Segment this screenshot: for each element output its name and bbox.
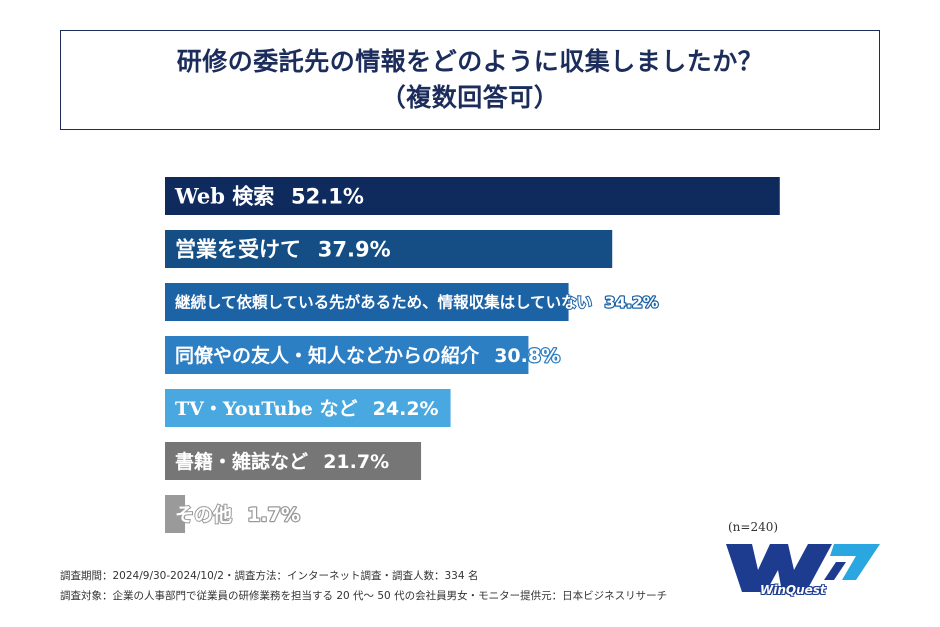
category-label: 同僚やの友人・知人などからの紹介 <box>175 344 480 367</box>
logo-w-shape <box>726 544 832 592</box>
bar-3 <box>165 283 569 321</box>
logo-accent-shape-2 <box>824 562 846 580</box>
value-label: 34.2% <box>605 294 659 312</box>
category-label: Web 検索 <box>174 184 274 209</box>
title-line-1: 研修の委託先の情報をどのように収集しましたか？ <box>176 47 764 76</box>
category-label: 書籍・雑誌など <box>175 450 308 473</box>
value-label: 21.7% <box>323 451 389 473</box>
bar-label-5: TV・YouTube など 24.2% <box>175 398 439 420</box>
bar-label-4: 同僚やの友人・知人などからの紹介 30.8% <box>175 344 560 367</box>
value-label: 52.1% <box>291 185 364 209</box>
bar-label-6: 書籍・雑誌など 21.7% <box>175 450 389 473</box>
bar-label-7: その他 1.7% <box>175 503 300 526</box>
title-box: 研修の委託先の情報をどのように収集しましたか？ （複数回答可） <box>60 30 880 130</box>
logo-text: WinQuest <box>760 583 826 597</box>
bar-label-2: 営業を受けて 37.9% <box>175 237 391 262</box>
bar-label-3: 継続して依頼している先があるため、情報収集はしていない 34.2% <box>175 293 659 312</box>
logo-accent-shape <box>830 544 880 580</box>
bar-label-1: Web 検索 52.1% <box>174 184 364 209</box>
category-label: その他 <box>175 503 232 526</box>
category-label: 継続して依頼している先があるため、情報収集はしていない <box>175 293 592 312</box>
category-label: 営業を受けて <box>175 237 301 262</box>
value-label: 37.9% <box>318 238 391 262</box>
footnote-survey-period: 調査期間：2024/9/30-2024/10/2・調査方法：インターネット調査・… <box>60 570 479 582</box>
category-label: TV・YouTube など <box>175 398 357 420</box>
bar-4 <box>165 336 529 374</box>
value-label: 30.8% <box>494 345 560 367</box>
bar-1 <box>165 177 780 215</box>
winquest-logo <box>726 544 880 592</box>
bar-2 <box>165 230 613 268</box>
value-label: 24.2% <box>373 398 439 420</box>
sample-size: (n=240) <box>728 520 779 534</box>
bar-5 <box>165 389 451 427</box>
value-label: 1.7% <box>247 504 300 526</box>
footnote-survey-target: 調査対象：企業の人事部門で従業員の研修業務を担当する 20 代〜 50 代の会社… <box>60 590 668 602</box>
title-line-2: （複数回答可） <box>380 83 560 112</box>
bar-7 <box>165 495 186 533</box>
bar-6 <box>165 442 422 480</box>
